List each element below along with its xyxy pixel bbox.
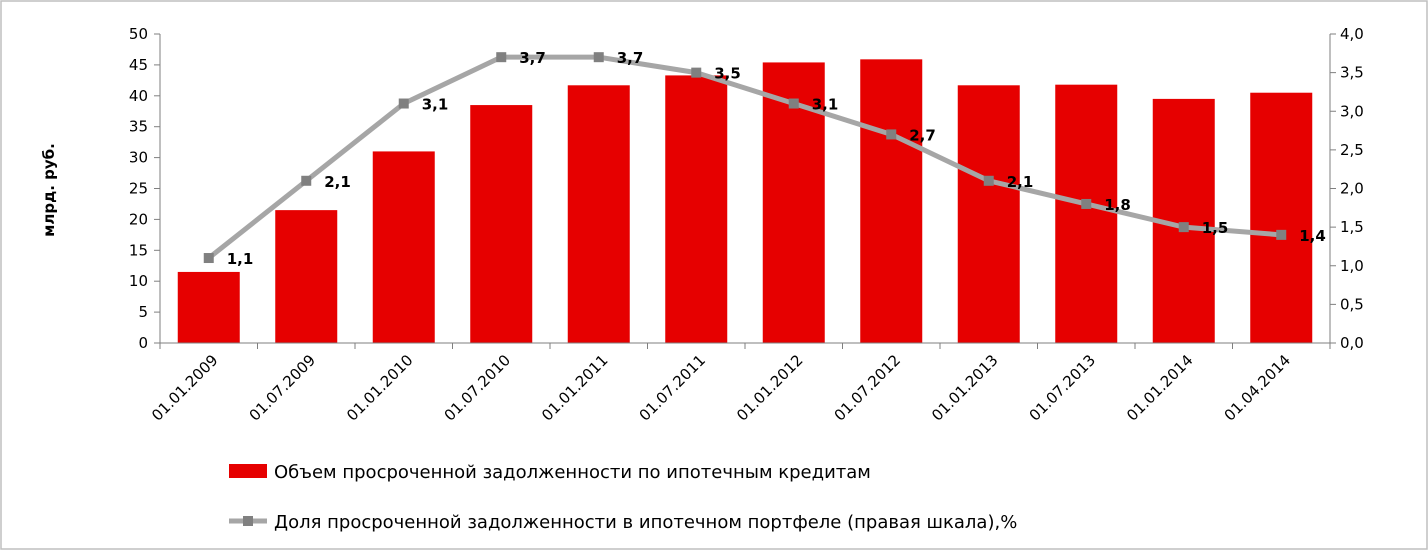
y-tick-label-left: 25 <box>129 180 148 198</box>
bar-01.07.2012 <box>860 59 923 343</box>
data-label-01.07.2013: 1,8 <box>1104 196 1131 214</box>
y-tick-label-left: 20 <box>129 210 148 228</box>
bar-01.07.2009 <box>275 210 338 343</box>
legend: Объем просроченной задолженности по ипот… <box>229 462 1017 533</box>
y-tick-label-left: 50 <box>129 25 148 43</box>
y-tick-label-right: 3,5 <box>1340 64 1364 82</box>
y-tick-label-right: 1,5 <box>1340 218 1364 236</box>
line-point-01.01.2013 <box>983 175 994 186</box>
legend-line-label: Доля просроченной задолженности в ипотеч… <box>274 512 1017 533</box>
line-point-01.07.2010 <box>496 52 507 63</box>
data-label-01.07.2011: 3,5 <box>714 65 741 83</box>
bar-01.04.2014 <box>1250 92 1313 344</box>
y-tick-label-left: 10 <box>129 272 148 290</box>
y-tick-label-left: 45 <box>129 56 148 74</box>
bar-01.07.2013 <box>1055 84 1118 344</box>
y-tick-label-right: 3,0 <box>1340 102 1364 120</box>
bar-01.07.2011 <box>665 75 728 343</box>
data-label-01.01.2011: 3,7 <box>617 49 644 67</box>
line-point-01.01.2012 <box>788 98 799 109</box>
data-label-01.04.2014: 1,4 <box>1299 227 1326 245</box>
line-point-01.07.2013 <box>1081 198 1092 209</box>
line-series: 1,1 2,1 3,1 3,7 3,7 3,5 3,1 2,7 2,1 1,8 1,5 1,4 <box>203 49 1326 268</box>
bar-01.01.2013 <box>957 85 1020 343</box>
data-label-01.07.2012: 2,7 <box>909 126 936 144</box>
line-point-01.01.2010 <box>398 98 409 109</box>
y-axis-title: млрд. руб. <box>40 143 58 237</box>
data-label-01.01.2009: 1,1 <box>227 250 254 268</box>
legend-line-marker <box>243 516 253 526</box>
y-tick-label-right: 2,0 <box>1340 180 1364 198</box>
y-tick-label-right: 1,0 <box>1340 257 1364 275</box>
y-tick-label-left: 15 <box>129 241 148 259</box>
y-tick-label-left: 0 <box>138 334 148 352</box>
y-tick-label-left: 30 <box>129 149 148 167</box>
line-point-01.04.2014 <box>1276 229 1287 240</box>
line-point-01.07.2012 <box>886 129 897 140</box>
legend-bar-swatch <box>229 464 267 478</box>
data-label-01.01.2012: 3,1 <box>812 96 839 114</box>
y-tick-label-left: 35 <box>129 118 148 136</box>
y-tick-label-right: 2,5 <box>1340 141 1364 159</box>
data-label-01.07.2010: 3,7 <box>519 49 546 67</box>
y-tick-label-left: 40 <box>129 87 148 105</box>
line-point-01.07.2011 <box>691 67 702 78</box>
line-point-01.01.2011 <box>593 52 604 63</box>
y-tick-label-left: 5 <box>138 303 148 321</box>
y-tick-label-right: 0,5 <box>1340 295 1364 313</box>
bar-01.01.2010 <box>372 151 435 343</box>
line-path <box>206 54 1284 261</box>
data-label-01.01.2013: 2,1 <box>1007 173 1034 191</box>
line-point-01.01.2009 <box>203 253 214 264</box>
legend-bar-label: Объем просроченной задолженности по ипот… <box>274 462 871 483</box>
data-label-01.07.2009: 2,1 <box>324 173 351 191</box>
data-label-01.01.2010: 3,1 <box>422 96 449 114</box>
line-point-01.01.2014 <box>1178 222 1189 233</box>
line-point-01.07.2009 <box>301 175 312 186</box>
bar-01.01.2009 <box>177 271 240 343</box>
bar-01.01.2011 <box>567 85 630 343</box>
bar-01.07.2010 <box>470 105 533 343</box>
y-tick-label-right: 4,0 <box>1340 25 1364 43</box>
data-label-01.01.2014: 1,5 <box>1202 219 1229 237</box>
y-tick-label-right: 0,0 <box>1340 334 1364 352</box>
